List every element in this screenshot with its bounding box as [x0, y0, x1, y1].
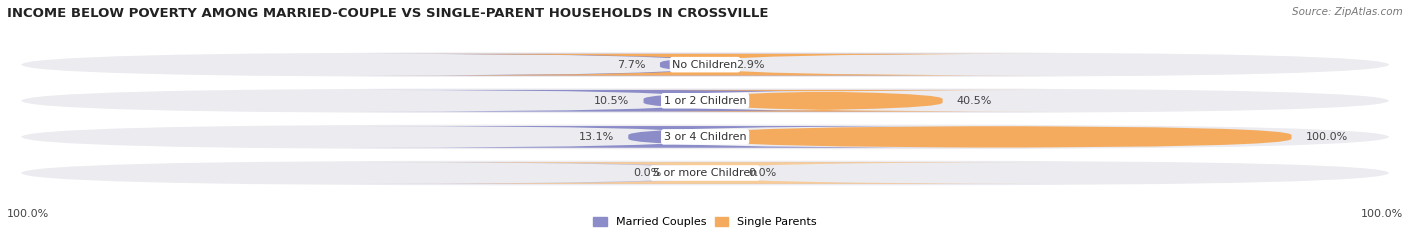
- FancyBboxPatch shape: [21, 52, 1389, 77]
- FancyBboxPatch shape: [706, 126, 1292, 148]
- Text: 100.0%: 100.0%: [7, 209, 49, 219]
- Text: 10.5%: 10.5%: [595, 96, 630, 106]
- Text: 100.0%: 100.0%: [1361, 209, 1403, 219]
- Text: No Children: No Children: [672, 60, 738, 70]
- FancyBboxPatch shape: [373, 54, 1054, 75]
- Text: 0.0%: 0.0%: [634, 168, 662, 178]
- Text: 1 or 2 Children: 1 or 2 Children: [664, 96, 747, 106]
- FancyBboxPatch shape: [385, 162, 1054, 184]
- FancyBboxPatch shape: [21, 125, 1389, 149]
- Text: 3 or 4 Children: 3 or 4 Children: [664, 132, 747, 142]
- Legend: Married Couples, Single Parents: Married Couples, Single Parents: [589, 212, 821, 232]
- Text: 2.9%: 2.9%: [737, 60, 765, 70]
- Text: 40.5%: 40.5%: [956, 96, 991, 106]
- FancyBboxPatch shape: [356, 162, 1025, 184]
- FancyBboxPatch shape: [593, 90, 1054, 112]
- Text: 5 or more Children: 5 or more Children: [652, 168, 758, 178]
- Text: Source: ZipAtlas.com: Source: ZipAtlas.com: [1292, 7, 1403, 17]
- Text: 0.0%: 0.0%: [748, 168, 776, 178]
- Text: INCOME BELOW POVERTY AMONG MARRIED-COUPLE VS SINGLE-PARENT HOUSEHOLDS IN CROSSVI: INCOME BELOW POVERTY AMONG MARRIED-COUPL…: [7, 7, 769, 20]
- FancyBboxPatch shape: [356, 54, 1010, 75]
- Text: 13.1%: 13.1%: [579, 132, 614, 142]
- Text: 100.0%: 100.0%: [1305, 132, 1348, 142]
- FancyBboxPatch shape: [21, 161, 1389, 185]
- FancyBboxPatch shape: [356, 126, 977, 148]
- FancyBboxPatch shape: [21, 89, 1389, 113]
- Text: 7.7%: 7.7%: [617, 60, 645, 70]
- FancyBboxPatch shape: [356, 90, 993, 112]
